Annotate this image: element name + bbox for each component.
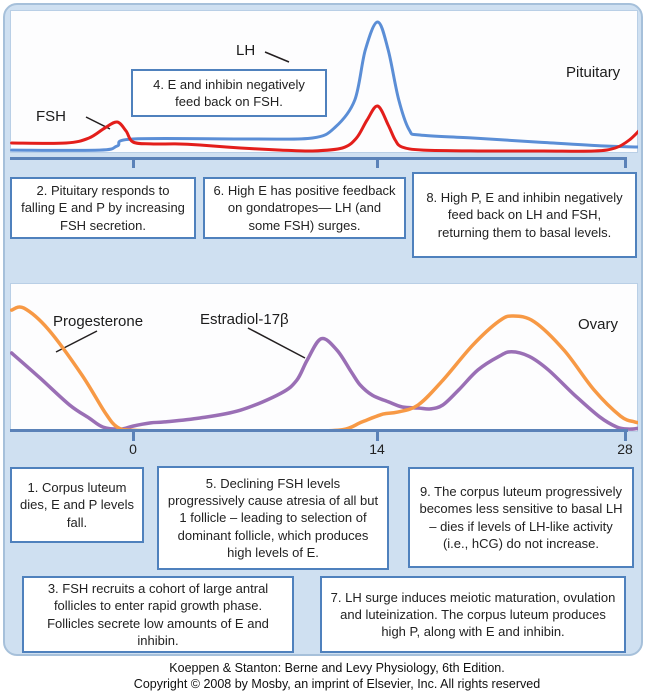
- axis-tick-label-28: 28: [617, 441, 633, 457]
- annotation-box-8: 8. High P, E and inhibin negatively feed…: [412, 172, 637, 258]
- estradiol-curve-label: Estradiol-17β: [200, 311, 289, 328]
- ovary-panel-label: Ovary: [578, 316, 619, 333]
- annotation-box-3: 3. FSH recruits a cohort of large antral…: [22, 576, 294, 653]
- pituitary-axis-tick-28: [624, 158, 627, 168]
- source-citation: Koeppen & Stanton: Berne and Levy Physio…: [169, 661, 505, 675]
- pituitary-x-axis: [10, 157, 627, 160]
- annotation-box-7: 7. LH surge induces meiotic maturation, …: [320, 576, 626, 653]
- annotation-box-1: 1. Corpus luteum dies, E and P levels fa…: [10, 467, 144, 543]
- annotation-box-5: 5. Declining FSH levels progressively ca…: [157, 466, 389, 570]
- lh-pointer-line: [264, 51, 290, 63]
- axis-tick-label-14: 14: [369, 441, 385, 457]
- estradiol-pointer-line: [247, 327, 306, 359]
- lh-curve-label: LH: [236, 42, 256, 59]
- ovary-x-axis: [10, 429, 628, 432]
- axis-tick-label-0: 0: [129, 441, 137, 457]
- LH-curve: [10, 20, 638, 152]
- pituitary-chart: [10, 20, 638, 153]
- progesterone-curve-label: Progesterone: [53, 313, 144, 330]
- ovary-chart: [10, 305, 638, 432]
- pituitary-axis-tick-0: [132, 158, 135, 168]
- ovary-axis-tick-0: [132, 430, 135, 441]
- Progesterone-curve: [10, 305, 638, 432]
- annotation-box-9: 9. The corpus luteum progressively becom…: [408, 467, 634, 568]
- annotation-box-4: 4. E and inhibin negatively feed back on…: [131, 69, 327, 117]
- fsh-curve-label: FSH: [36, 108, 66, 125]
- annotation-box-2: 2. Pituitary responds to falling E and P…: [10, 177, 196, 239]
- Estradiol-17β-curve: [10, 336, 638, 431]
- annotation-box-6: 6. High E has positive feedback on gonda…: [203, 177, 406, 239]
- FSH-curve: [10, 104, 638, 153]
- ovary-axis-tick-14: [376, 430, 379, 441]
- ovary-axis-tick-28: [624, 430, 627, 441]
- pituitary-axis-tick-14: [376, 158, 379, 168]
- copyright-notice: Copyright © 2008 by Mosby, an imprint of…: [133, 677, 541, 691]
- pituitary-panel-label: Pituitary: [566, 64, 621, 81]
